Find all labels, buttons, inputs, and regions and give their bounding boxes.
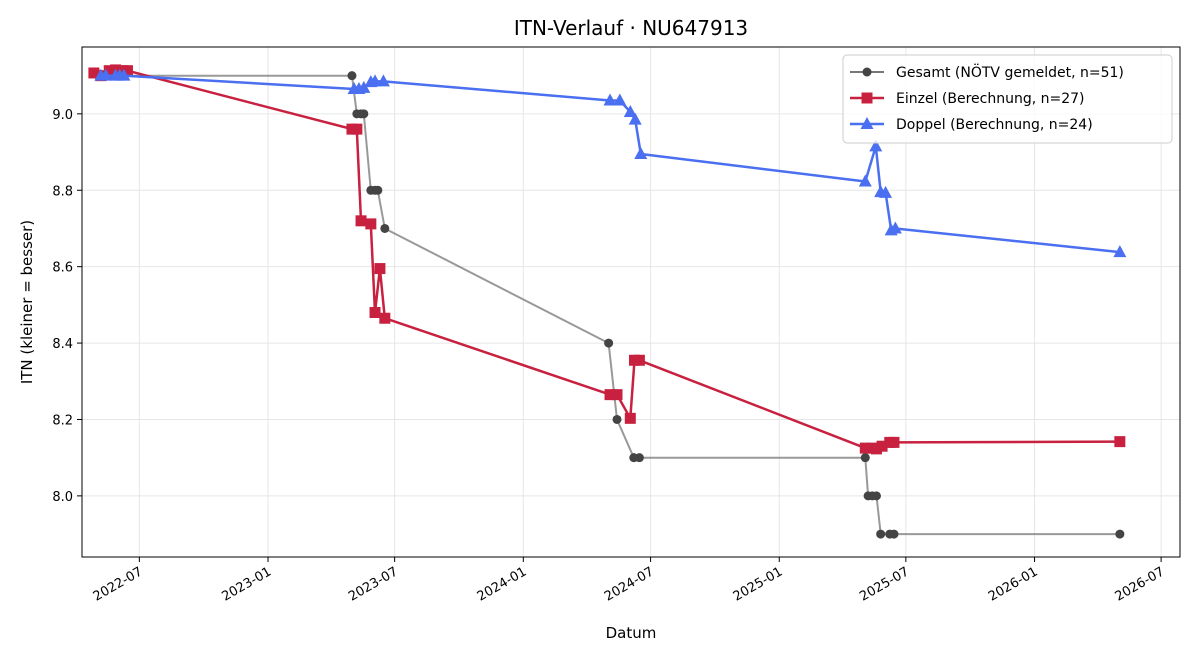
- data-point: [624, 412, 636, 424]
- plot-area-frame: [81, 46, 1181, 558]
- data-point: [365, 218, 377, 230]
- data-point: [355, 215, 367, 227]
- data-point: [376, 74, 390, 87]
- legend-marker: [861, 92, 873, 104]
- series-triangle: [94, 68, 1127, 258]
- data-point: [1115, 529, 1125, 539]
- data-point: [1114, 436, 1126, 448]
- data-point: [628, 112, 642, 125]
- x-axis-label: Datum: [606, 624, 657, 642]
- data-point: [869, 139, 883, 152]
- y-tick-label: 8.0: [52, 490, 73, 505]
- legend-entry: Doppel (Berechnung, n=24): [850, 117, 1093, 133]
- data-point: [117, 68, 131, 81]
- data-point: [351, 123, 363, 135]
- data-point: [604, 338, 614, 348]
- data-point: [858, 174, 872, 187]
- data-point: [611, 389, 623, 401]
- legend-marker: [860, 117, 874, 129]
- legend-entry: Gesamt (NÖTV gemeldet, n=51): [850, 63, 1124, 81]
- data-point: [380, 223, 390, 233]
- data-point: [604, 389, 616, 401]
- legend-box: [842, 54, 1173, 144]
- y-tick-label: 8.4: [52, 337, 73, 352]
- data-point: [88, 67, 100, 79]
- data-point: [889, 529, 899, 539]
- data-point: [612, 414, 622, 424]
- data-point: [613, 93, 627, 106]
- data-point: [359, 109, 369, 119]
- y-tick-label: 8.2: [52, 413, 73, 428]
- data-point: [357, 80, 371, 93]
- y-tick-label: 8.6: [52, 261, 73, 276]
- data-point: [99, 68, 113, 81]
- legend: Gesamt (NÖTV gemeldet, n=51) Einzel (Bere…: [842, 54, 1173, 144]
- data-point: [871, 491, 881, 501]
- data-point: [368, 74, 382, 87]
- data-point: [888, 221, 902, 234]
- data-point: [623, 104, 637, 117]
- y-axis-label: ITN (kleiner = besser): [18, 220, 36, 384]
- data-point: [369, 307, 381, 319]
- data-point: [870, 443, 882, 455]
- legend-entry: Einzel (Berechnung, n=27): [850, 91, 1085, 107]
- data-point: [373, 185, 383, 195]
- legend-marker: [862, 67, 872, 77]
- chart-title: ITN-Verlauf · NU647913: [514, 16, 748, 40]
- data-point: [876, 529, 886, 539]
- y-tick-label: 8.8: [52, 184, 73, 199]
- data-point: [859, 442, 871, 454]
- data-point: [634, 453, 644, 463]
- data-point: [633, 354, 645, 366]
- y-axis: 8.0 8.2 8.4 8.6 8.8 9.0: [52, 108, 82, 505]
- legend-label: Gesamt (NÖTV gemeldet, n=51): [896, 63, 1124, 81]
- data-point: [634, 146, 648, 159]
- data-point: [603, 93, 617, 106]
- data-point: [347, 71, 357, 81]
- data-point: [374, 263, 386, 275]
- data-point: [860, 453, 870, 463]
- data-point: [876, 440, 888, 452]
- y-tick-label: 9.0: [52, 108, 73, 123]
- data-point: [379, 312, 391, 324]
- data-point: [879, 185, 893, 198]
- data-point: [121, 65, 133, 77]
- data-point: [103, 65, 115, 77]
- legend-label: Einzel (Berechnung, n=27): [896, 91, 1085, 107]
- data-point: [888, 436, 900, 448]
- legend-label: Doppel (Berechnung, n=24): [896, 117, 1093, 133]
- series-layer: [88, 64, 1127, 539]
- data-point: [1113, 245, 1127, 258]
